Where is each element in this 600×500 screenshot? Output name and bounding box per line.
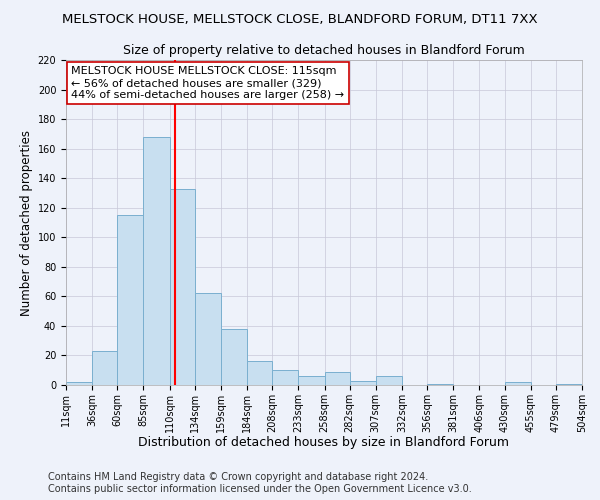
Bar (143, 137, 170, 385)
Bar (92, 351, 117, 385)
Text: Contains HM Land Registry data © Crown copyright and database right 2024.
Contai: Contains HM Land Registry data © Crown c… (48, 472, 472, 494)
Title: Size of property relative to detached houses in Blandford Forum: Size of property relative to detached ho… (123, 44, 525, 58)
Bar (272, 370, 298, 385)
X-axis label: Distribution of detached houses by size in Blandford Forum: Distribution of detached houses by size … (139, 436, 509, 449)
Bar (376, 376, 402, 385)
Bar (195, 294, 221, 385)
Text: MELSTOCK HOUSE MELLSTOCK CLOSE: 115sqm
← 56% of detached houses are smaller (329: MELSTOCK HOUSE MELLSTOCK CLOSE: 115sqm ←… (71, 66, 344, 100)
Bar (170, 188, 195, 385)
Bar (505, 382, 531, 385)
Bar (556, 384, 582, 385)
Bar (325, 372, 350, 385)
Y-axis label: Number of detached properties: Number of detached properties (20, 130, 34, 316)
Bar (66, 382, 92, 385)
Bar (427, 384, 453, 385)
Text: MELSTOCK HOUSE, MELLSTOCK CLOSE, BLANDFORD FORUM, DT11 7XX: MELSTOCK HOUSE, MELLSTOCK CLOSE, BLANDFO… (62, 12, 538, 26)
Bar (117, 215, 143, 385)
Bar (247, 362, 272, 385)
Bar (221, 329, 247, 385)
Bar (298, 376, 325, 385)
Bar (350, 380, 376, 385)
